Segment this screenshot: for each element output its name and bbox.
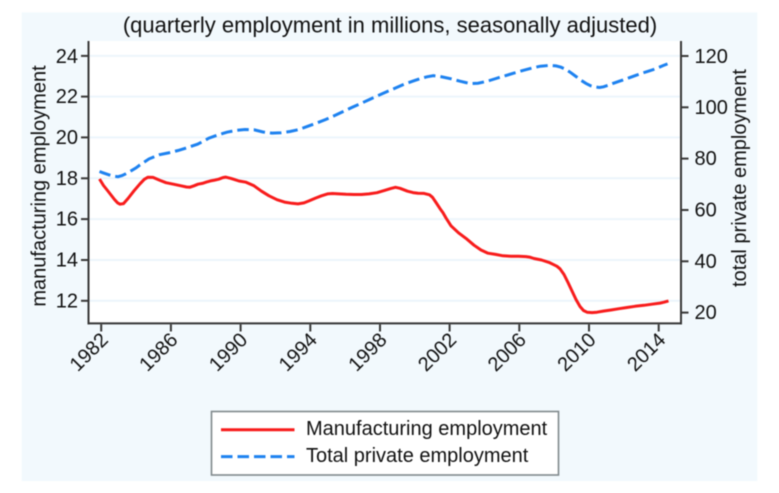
svg-text:Manufacturing employment: Manufacturing employment — [306, 418, 548, 440]
svg-text:total private employment: total private employment — [729, 69, 751, 287]
svg-text:(quarterly employment in milli: (quarterly employment in millions, seaso… — [123, 13, 657, 38]
svg-text:Total private employment: Total private employment — [306, 445, 529, 467]
svg-text:60: 60 — [695, 200, 717, 222]
svg-text:100: 100 — [695, 97, 728, 119]
svg-text:80: 80 — [695, 148, 717, 170]
svg-text:16: 16 — [56, 209, 78, 231]
svg-text:12: 12 — [56, 290, 78, 312]
svg-text:20: 20 — [56, 127, 78, 149]
svg-text:120: 120 — [695, 46, 728, 68]
svg-text:14: 14 — [56, 250, 78, 272]
svg-text:manufacturing employment: manufacturing employment — [29, 65, 51, 307]
svg-text:40: 40 — [695, 251, 717, 273]
svg-text:18: 18 — [56, 168, 78, 190]
svg-text:20: 20 — [695, 302, 717, 324]
svg-text:24: 24 — [56, 46, 78, 68]
svg-text:22: 22 — [56, 86, 78, 108]
